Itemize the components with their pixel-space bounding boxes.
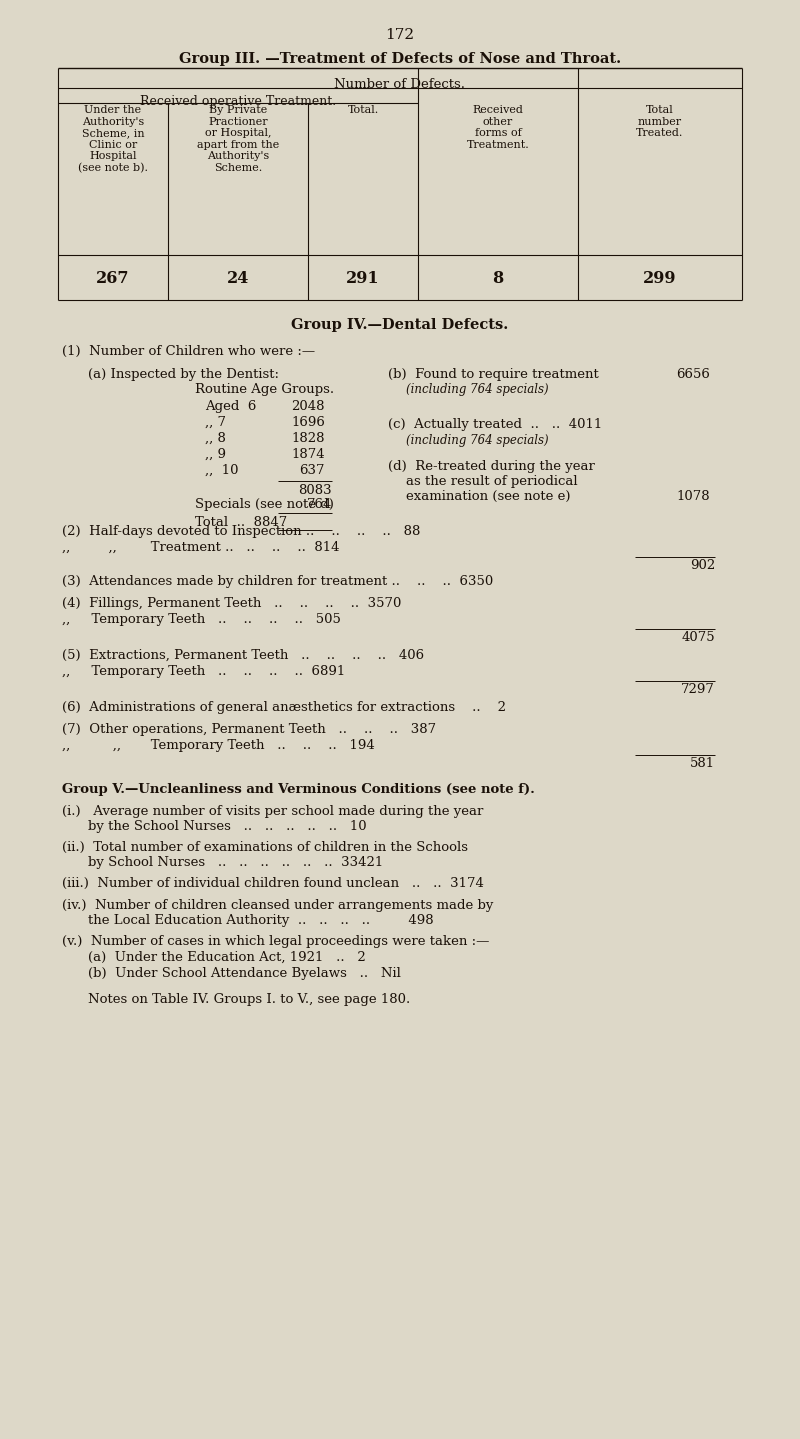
Text: 4075: 4075 [682, 630, 715, 645]
Text: the Local Education Authority  ..   ..   ..   ..         498: the Local Education Authority .. .. .. .… [88, 914, 434, 927]
Text: (c)  Actually treated  ..   ..  4011: (c) Actually treated .. .. 4011 [388, 417, 602, 432]
Text: 24: 24 [227, 271, 249, 286]
Text: (iv.)  Number of children cleansed under arrangements made by: (iv.) Number of children cleansed under … [62, 899, 494, 912]
Text: by School Nurses   ..   ..   ..   ..   ..   ..  33421: by School Nurses .. .. .. .. .. .. 33421 [88, 856, 383, 869]
Text: (iii.)  Number of individual children found unclean   ..   ..  3174: (iii.) Number of individual children fou… [62, 876, 484, 889]
Text: (including 764 specials): (including 764 specials) [406, 383, 549, 396]
Text: Under the
Authority's
Scheme, in
Clinic or
Hospital
(see note b).: Under the Authority's Scheme, in Clinic … [78, 105, 148, 173]
Text: (5)  Extractions, Permanent Teeth   ..    ..    ..    ..   406: (5) Extractions, Permanent Teeth .. .. .… [62, 649, 424, 662]
Text: Total  ..  8847: Total .. 8847 [195, 517, 287, 530]
Text: 1696: 1696 [291, 416, 325, 429]
Text: (1)  Number of Children who were :—: (1) Number of Children who were :— [62, 345, 315, 358]
Text: 1874: 1874 [291, 448, 325, 460]
Text: 902: 902 [690, 558, 715, 571]
Text: (3)  Attendances made by children for treatment ..    ..    ..  6350: (3) Attendances made by children for tre… [62, 576, 494, 589]
Text: ,, 9: ,, 9 [205, 448, 226, 460]
Text: (ii.)  Total number of examinations of children in the Schools: (ii.) Total number of examinations of ch… [62, 840, 468, 853]
Text: (a) Inspected by the Dentist:: (a) Inspected by the Dentist: [88, 368, 279, 381]
Text: (v.)  Number of cases in which legal proceedings were taken :—: (v.) Number of cases in which legal proc… [62, 935, 490, 948]
Text: ,, 8: ,, 8 [205, 432, 226, 445]
Text: 291: 291 [346, 271, 380, 286]
Text: as the result of periodical: as the result of periodical [406, 475, 578, 488]
Text: 172: 172 [386, 27, 414, 42]
Text: (b)  Under School Attendance Byelaws   ..   Nil: (b) Under School Attendance Byelaws .. N… [88, 967, 401, 980]
Text: Routine Age Groups.: Routine Age Groups. [195, 383, 334, 396]
Text: Received
other
forms of
Treatment.: Received other forms of Treatment. [466, 105, 530, 150]
Text: 1828: 1828 [291, 432, 325, 445]
Text: 8: 8 [492, 271, 504, 286]
Text: ,,  10: ,, 10 [205, 463, 238, 476]
Text: Group V.—Uncleanliness and Verminous Conditions (see note f).: Group V.—Uncleanliness and Verminous Con… [62, 783, 535, 796]
Text: 267: 267 [96, 271, 130, 286]
Text: ,,          ,,       Temporary Teeth   ..    ..    ..   194: ,, ,, Temporary Teeth .. .. .. 194 [62, 740, 374, 753]
Text: (b)  Found to require treatment: (b) Found to require treatment [388, 368, 598, 381]
Text: (4)  Fillings, Permanent Teeth   ..    ..    ..    ..  3570: (4) Fillings, Permanent Teeth .. .. .. .… [62, 597, 402, 610]
Text: 637: 637 [299, 463, 325, 476]
Text: (2)  Half-days devoted to Inspection ..    ..    ..    ..   88: (2) Half-days devoted to Inspection .. .… [62, 525, 420, 538]
Text: by the School Nurses   ..   ..   ..   ..   ..   10: by the School Nurses .. .. .. .. .. 10 [88, 820, 366, 833]
Text: ,,         ,,        Treatment ..   ..    ..    ..  814: ,, ,, Treatment .. .. .. .. 814 [62, 541, 339, 554]
Text: (6)  Administrations of general anæsthetics for extractions    ..    2: (6) Administrations of general anæstheti… [62, 701, 506, 714]
Text: ,, 7: ,, 7 [205, 416, 226, 429]
Text: 764: 764 [306, 498, 332, 511]
Text: Aged  6: Aged 6 [205, 400, 256, 413]
Text: Group IV.—Dental Defects.: Group IV.—Dental Defects. [291, 318, 509, 332]
Text: Number of Defects.: Number of Defects. [334, 78, 466, 91]
Text: ,,     Temporary Teeth   ..    ..    ..    ..  6891: ,, Temporary Teeth .. .. .. .. 6891 [62, 665, 346, 678]
Text: Total
number
Treated.: Total number Treated. [636, 105, 684, 138]
Text: (including 764 specials): (including 764 specials) [406, 435, 549, 448]
Text: 1078: 1078 [676, 491, 710, 504]
Text: Notes on Table IV. Groups I. to V., see page 180.: Notes on Table IV. Groups I. to V., see … [88, 993, 410, 1006]
Text: 581: 581 [690, 757, 715, 770]
Text: (a)  Under the Education Act, 1921   ..   2: (a) Under the Education Act, 1921 .. 2 [88, 951, 366, 964]
Text: examination (see note e): examination (see note e) [406, 491, 570, 504]
Text: Group III. —Treatment of Defects of Nose and Throat.: Group III. —Treatment of Defects of Nose… [179, 52, 621, 66]
Text: 6656: 6656 [676, 368, 710, 381]
Text: 8083: 8083 [298, 484, 332, 496]
Text: By Private
Practioner
or Hospital,
apart from the
Authority's
Scheme.: By Private Practioner or Hospital, apart… [197, 105, 279, 173]
Text: (7)  Other operations, Permanent Teeth   ..    ..    ..   387: (7) Other operations, Permanent Teeth ..… [62, 722, 436, 735]
Text: 7297: 7297 [681, 684, 715, 696]
Text: ,,     Temporary Teeth   ..    ..    ..    ..   505: ,, Temporary Teeth .. .. .. .. 505 [62, 613, 341, 626]
Text: 299: 299 [643, 271, 677, 286]
Text: (i.)   Average number of visits per school made during the year: (i.) Average number of visits per school… [62, 804, 483, 817]
Text: Specials (see note d): Specials (see note d) [195, 498, 334, 511]
Text: Total.: Total. [347, 105, 378, 115]
Text: 2048: 2048 [291, 400, 325, 413]
Text: Received operative Treatment.: Received operative Treatment. [140, 95, 336, 108]
Text: (d)  Re-treated during the year: (d) Re-treated during the year [388, 460, 595, 473]
